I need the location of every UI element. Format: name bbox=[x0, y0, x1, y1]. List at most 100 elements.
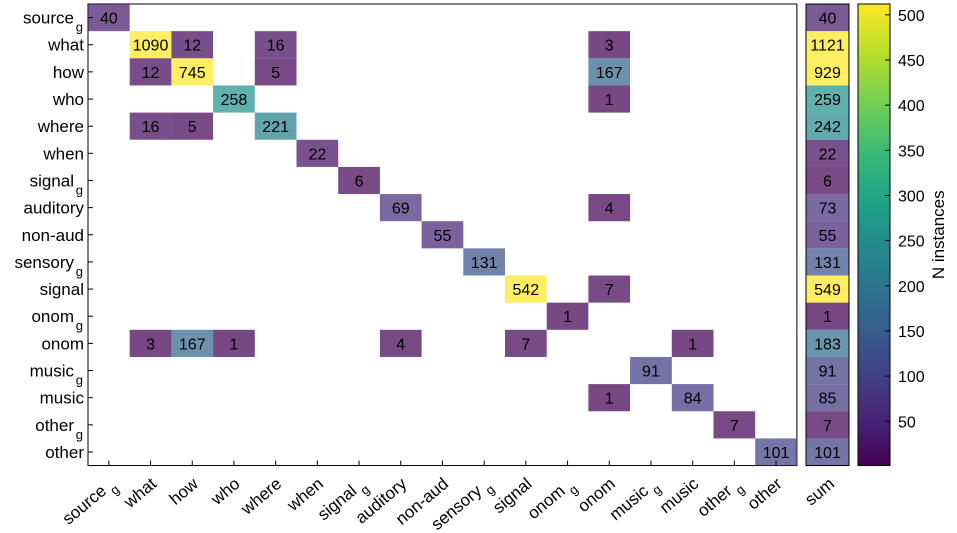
colorbar-tick-label: 500 bbox=[898, 8, 925, 25]
sum-cell: 242 bbox=[806, 112, 849, 140]
column-label-text: what bbox=[120, 474, 161, 512]
sum-cell-rect bbox=[806, 329, 849, 357]
heatmap-cell-value: 745 bbox=[179, 65, 206, 82]
heatmap-cell-value: 84 bbox=[684, 391, 702, 408]
sum-cell-value: 929 bbox=[814, 65, 841, 82]
heatmap-cell-rect bbox=[129, 329, 172, 357]
sum-cell-rect bbox=[806, 356, 849, 385]
sum-cell-value: 6 bbox=[823, 173, 832, 190]
heatmap-cell: 1 bbox=[213, 329, 255, 357]
sum-cell: 549 bbox=[806, 275, 849, 303]
heatmap-cell: 1 bbox=[671, 329, 714, 357]
sum-label-text: sum bbox=[801, 474, 838, 509]
heatmap-cell: 91 bbox=[630, 356, 672, 385]
heatmap-cell-rect bbox=[254, 112, 297, 140]
heatmap-cell: 167 bbox=[588, 58, 631, 86]
sum-cell-value: 91 bbox=[819, 364, 837, 381]
row-label: music bbox=[40, 389, 85, 408]
heatmap-cell-value: 1090 bbox=[133, 38, 169, 55]
sum-cell: 183 bbox=[806, 329, 849, 357]
heatmap-cell-rect bbox=[588, 194, 631, 222]
heatmap-cell-value: 7 bbox=[521, 336, 530, 353]
colorbar-tick-label: 200 bbox=[898, 279, 925, 296]
heatmap-cell: 7 bbox=[713, 411, 756, 439]
sum-cell-value: 131 bbox=[814, 255, 841, 272]
row-label: other bbox=[45, 443, 84, 462]
sum-cell: 1 bbox=[806, 302, 849, 330]
colorbar-tick-label: 50 bbox=[898, 414, 916, 431]
sum-cell-value: 7 bbox=[823, 418, 832, 435]
row-label: onom bbox=[31, 307, 74, 326]
sum-column-label: sum bbox=[801, 474, 838, 509]
sum-cell-value: 55 bbox=[819, 228, 837, 245]
heatmap-cell-rect bbox=[129, 112, 172, 140]
colorbar-tick-label: 100 bbox=[898, 369, 925, 386]
colorbar-label: N instances bbox=[929, 190, 948, 279]
heatmap-cell-rect bbox=[296, 139, 339, 167]
heatmap-cell: 40 bbox=[88, 4, 130, 32]
row-label: non-aud bbox=[22, 226, 84, 245]
colorbar-gradient bbox=[857, 3, 891, 467]
row-label: signal bbox=[30, 171, 74, 190]
column-label-text: how bbox=[166, 474, 203, 509]
heatmap-cell-rect bbox=[379, 329, 422, 357]
heatmap-cell-rect bbox=[588, 31, 631, 59]
heatmap-cell: 4 bbox=[588, 194, 631, 222]
sum-cell: 91 bbox=[806, 356, 849, 385]
sum-cell-value: 1 bbox=[823, 309, 832, 326]
sum-cell-value: 40 bbox=[819, 11, 837, 28]
column-label: what bbox=[120, 474, 161, 512]
column-label: music bbox=[656, 474, 703, 517]
sum-cell-rect bbox=[806, 4, 849, 32]
heatmap-cell: 12 bbox=[171, 31, 214, 59]
heatmap-cell: 1 bbox=[588, 85, 631, 113]
heatmap-cell-value: 5 bbox=[271, 65, 280, 82]
heatmap-cell: 745 bbox=[171, 58, 214, 86]
heatmap-cell-rect bbox=[171, 329, 214, 357]
heatmap-cell-rect bbox=[546, 302, 589, 330]
sum-cell: 55 bbox=[806, 221, 849, 249]
heatmap-cell-rect bbox=[171, 112, 214, 140]
colorbar-tick-label: 150 bbox=[898, 324, 925, 341]
heatmap-cell: 12 bbox=[129, 58, 172, 86]
sum-cell: 259 bbox=[806, 85, 849, 113]
heatmap-cell-rect bbox=[213, 85, 255, 113]
sum-cell: 73 bbox=[806, 194, 849, 222]
heatmap-cell-value: 1 bbox=[229, 336, 238, 353]
heatmap-cell-value: 101 bbox=[763, 445, 790, 462]
heatmap-cell: 1 bbox=[588, 384, 631, 412]
heatmap-cell-rect bbox=[588, 58, 631, 86]
column-label: other bbox=[744, 474, 786, 514]
column-label-text: source bbox=[59, 481, 110, 528]
sum-cell-rect bbox=[806, 58, 849, 86]
row-label: who bbox=[52, 90, 84, 109]
heatmap-cell: 221 bbox=[254, 112, 297, 140]
row-label: what bbox=[47, 36, 84, 55]
sum-column: 40 1121 929 259 242 22 6 73 55 131 549 1 183 91 85 7 101… bbox=[801, 3, 850, 509]
sum-cell: 1121 bbox=[806, 31, 849, 59]
heatmap-cell-value: 91 bbox=[642, 364, 660, 381]
sum-cell-value: 85 bbox=[819, 391, 837, 408]
heatmap-cell-rect bbox=[171, 31, 214, 59]
heatmap-cell: 7 bbox=[588, 275, 631, 303]
heatmap-cell: 5 bbox=[171, 112, 214, 140]
heatmap-cell-rect bbox=[713, 411, 756, 439]
heatmap-cell: 1090 bbox=[129, 31, 172, 59]
heatmap-cell-value: 7 bbox=[605, 282, 614, 299]
colorbar-tick-label: 250 bbox=[898, 234, 925, 251]
heatmap-cell-value: 16 bbox=[142, 119, 160, 136]
heatmap-cell-value: 55 bbox=[434, 228, 452, 245]
heatmap-cell-value: 40 bbox=[100, 11, 118, 28]
heatmap-cell: 3 bbox=[129, 329, 172, 357]
heatmap-cell-rect bbox=[129, 31, 172, 59]
heatmap-cell-value: 258 bbox=[221, 92, 248, 109]
colorbar-tick-label: 400 bbox=[898, 98, 925, 115]
heatmap-cell: 7 bbox=[505, 329, 547, 357]
heatmap-cell: 3 bbox=[588, 31, 631, 59]
sum-cell-rect bbox=[806, 438, 849, 466]
sum-cell-rect bbox=[806, 194, 849, 222]
